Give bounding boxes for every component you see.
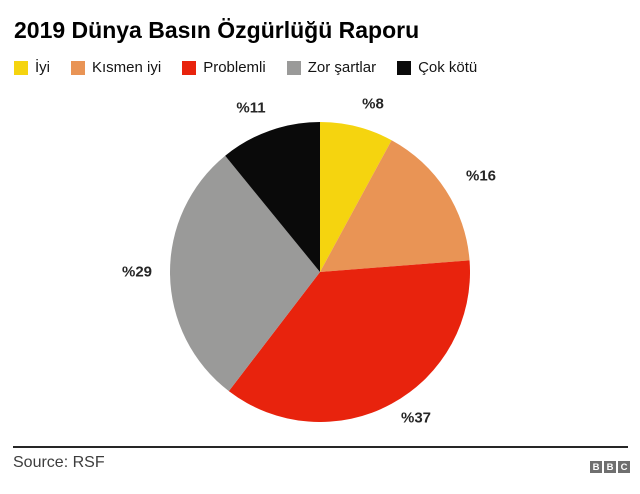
pie-slice	[228, 260, 471, 423]
pie-chart-svg	[170, 122, 471, 423]
legend-item-iyi: İyi	[14, 59, 50, 76]
legend-swatch-icon	[14, 60, 28, 75]
pie-slice	[320, 122, 392, 272]
slice-label-kismen-iyi: %16	[465, 167, 497, 185]
pie-slice	[225, 122, 320, 272]
pie-slice	[320, 140, 470, 272]
bbc-logo-block: B	[604, 461, 616, 473]
slice-label-cok-kotu: %11	[236, 99, 266, 117]
legend-swatch-icon	[286, 60, 301, 75]
chart-legend: İyi Kısmen iyi Problemli Zor şartlar Çok…	[14, 59, 477, 76]
bbc-logo-block: B	[590, 461, 602, 473]
slice-label-iyi: %8	[362, 95, 384, 113]
footer-divider	[13, 446, 628, 448]
slice-label-zor-sartlar: %29	[121, 263, 153, 281]
page-title: 2019 Dünya Basın Özgürlüğü Raporu	[14, 17, 420, 43]
legend-item-problemli: Problemli	[182, 59, 266, 76]
legend-swatch-icon	[397, 60, 412, 75]
source-label: Source: RSF	[13, 454, 105, 471]
legend-item-zor-sartlar: Zor şartlar	[286, 59, 377, 76]
legend-label: Problemli	[203, 59, 266, 76]
bbc-logo: B B C	[590, 461, 630, 473]
pie-chart	[170, 122, 471, 423]
legend-label: Çok kötü	[418, 59, 478, 76]
legend-label: Kısmen iyi	[92, 59, 162, 76]
legend-label: Zor şartlar	[307, 59, 377, 76]
legend-item-kismen-iyi: Kısmen iyi	[71, 59, 161, 76]
pie-slice	[170, 155, 320, 392]
legend-swatch-icon	[182, 60, 197, 75]
bbc-logo-block: C	[618, 461, 630, 473]
legend-label: İyi	[35, 59, 50, 76]
legend-swatch-icon	[71, 60, 85, 75]
legend-item-cok-kotu: Çok kötü	[397, 59, 477, 76]
slice-label-problemli: %37	[400, 409, 432, 427]
